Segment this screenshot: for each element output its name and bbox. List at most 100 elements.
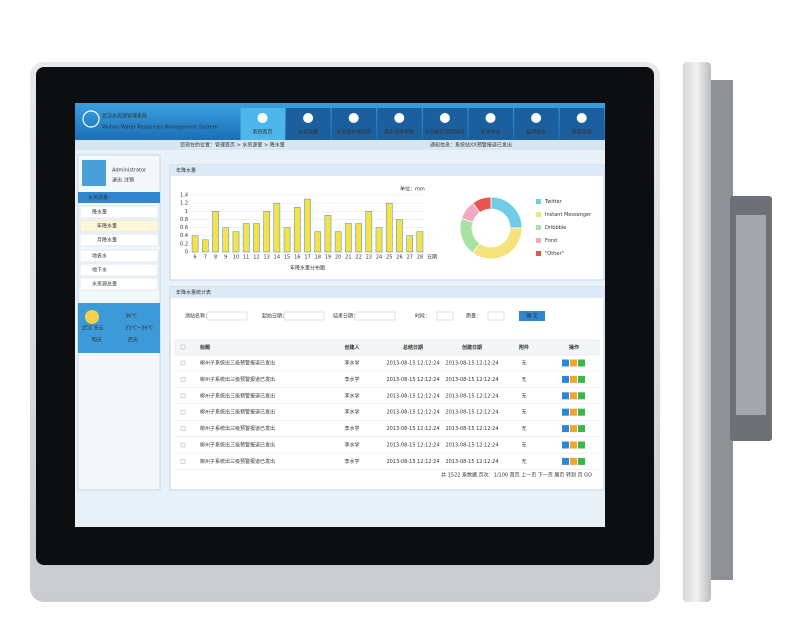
nav-label: 监测信息	[526, 129, 546, 136]
action-button[interactable]	[562, 408, 569, 416]
x-tick-label: 28	[417, 255, 423, 261]
checkbox[interactable]	[180, 459, 186, 464]
weather-forecast: 明天	[92, 338, 102, 344]
table-cell: 李水学	[344, 458, 359, 465]
sidebar-item-label: 地表水	[92, 253, 107, 260]
action-button[interactable]	[578, 359, 585, 367]
filter-input[interactable]	[283, 311, 325, 321]
user-link[interactable]: 注销	[124, 177, 134, 184]
user-link[interactable]: 退出	[112, 177, 122, 184]
bar	[406, 235, 413, 253]
nav-icon	[257, 113, 268, 123]
submit-button[interactable]	[519, 311, 545, 321]
nav-icon	[531, 113, 542, 123]
action-button[interactable]	[562, 457, 569, 465]
action-button[interactable]	[570, 441, 577, 449]
filter-input[interactable]	[436, 311, 454, 321]
legend-label: Forst	[545, 238, 557, 244]
checkbox[interactable]	[180, 410, 186, 415]
action-button[interactable]	[562, 392, 569, 400]
nav-icon	[576, 113, 587, 123]
sidebar-item[interactable]	[79, 277, 159, 291]
sidebar-item-label: 月降水量	[97, 237, 117, 244]
bar	[232, 231, 240, 253]
x-tick-label: 12	[253, 255, 259, 261]
bar	[253, 223, 260, 253]
action-button[interactable]	[562, 359, 569, 367]
bar	[355, 223, 362, 253]
table-cell: 李水学	[344, 409, 359, 416]
x-tick-label: 18	[315, 255, 321, 261]
x-tick-label: 19	[325, 255, 331, 261]
bar	[314, 231, 322, 253]
pie-slice	[472, 196, 492, 214]
checkbox[interactable]	[180, 360, 186, 366]
x-tick-label: 11	[243, 255, 249, 261]
nav-label: 水资源开发利用	[336, 129, 371, 136]
table-cell: 无	[521, 443, 526, 449]
table-header-cell: 操作	[569, 344, 579, 351]
action-button[interactable]	[562, 375, 569, 383]
legend-swatch	[536, 225, 541, 230]
checkbox[interactable]	[180, 426, 186, 431]
weather-temp: 36℃	[125, 314, 137, 320]
sidebar-item[interactable]	[79, 263, 159, 277]
weather-city: 武汉 多云	[82, 325, 104, 332]
notice: 通知信息：系统站XX预警报道已发出	[430, 142, 512, 149]
table-header-cell: 创建日期	[461, 344, 482, 351]
action-button[interactable]	[570, 425, 577, 433]
filter-input[interactable]	[206, 311, 248, 321]
action-button[interactable]	[570, 392, 577, 400]
table-cell: 2013-08-15 12:12:24	[386, 377, 439, 383]
action-button[interactable]	[578, 441, 585, 449]
weather-forecast: 后天	[128, 337, 138, 344]
sidebar-item[interactable]	[79, 205, 159, 219]
filter-input[interactable]	[354, 311, 396, 321]
action-button[interactable]	[578, 375, 585, 383]
table-cell: 2013-08-15 12:12:24	[445, 377, 498, 383]
y-tick-label: 0.2	[180, 241, 188, 247]
bar	[385, 202, 393, 253]
filter-input[interactable]	[487, 311, 505, 321]
action-button[interactable]	[570, 375, 577, 383]
action-button[interactable]	[578, 425, 585, 433]
checkbox[interactable]	[180, 393, 186, 398]
y-tick-label: 0.4	[180, 233, 188, 239]
nav-icon	[348, 113, 359, 123]
y-tick-label: 0.8	[180, 217, 188, 223]
table-cell: 无	[521, 426, 526, 432]
x-tick-label: 9	[224, 255, 227, 261]
nav-label: 水沖水治	[480, 129, 500, 136]
x-tick-label: 24	[376, 255, 382, 261]
table-cell: 李水学	[344, 360, 359, 367]
action-button[interactable]	[578, 408, 585, 416]
table-cell: 无	[521, 393, 526, 399]
x-tick-label: 8	[214, 255, 217, 261]
sidebar-item[interactable]	[79, 249, 159, 263]
table-cell: 柳州子系统出三级预警报道已发出	[200, 360, 275, 367]
table-cell: 2013-08-15 12:12:24	[386, 410, 439, 416]
sidebar-item[interactable]	[79, 219, 159, 233]
action-button[interactable]	[578, 392, 585, 400]
action-button[interactable]	[578, 457, 585, 465]
bar	[202, 239, 209, 253]
weather-icon	[85, 310, 99, 324]
sidebar-section-label: 水资源量	[88, 194, 108, 201]
checkbox[interactable]	[180, 377, 186, 382]
x-axis-label: 日期	[427, 255, 437, 261]
panel-title: 年降水量统计表	[176, 289, 211, 296]
bar	[191, 235, 199, 253]
action-button[interactable]	[570, 359, 577, 367]
panel-header	[170, 287, 604, 298]
action-button[interactable]	[570, 457, 577, 465]
action-button[interactable]	[570, 408, 577, 416]
action-button[interactable]	[562, 441, 569, 449]
app-title: 武汉水资源管理系统	[102, 113, 147, 120]
checkbox[interactable]	[180, 442, 186, 448]
avatar	[82, 160, 106, 186]
action-button[interactable]	[562, 425, 569, 433]
sidebar-item[interactable]	[79, 233, 159, 247]
table-cell: 柳州子系统出三级预警报道已发出	[200, 425, 275, 432]
checkbox[interactable]	[180, 344, 186, 350]
